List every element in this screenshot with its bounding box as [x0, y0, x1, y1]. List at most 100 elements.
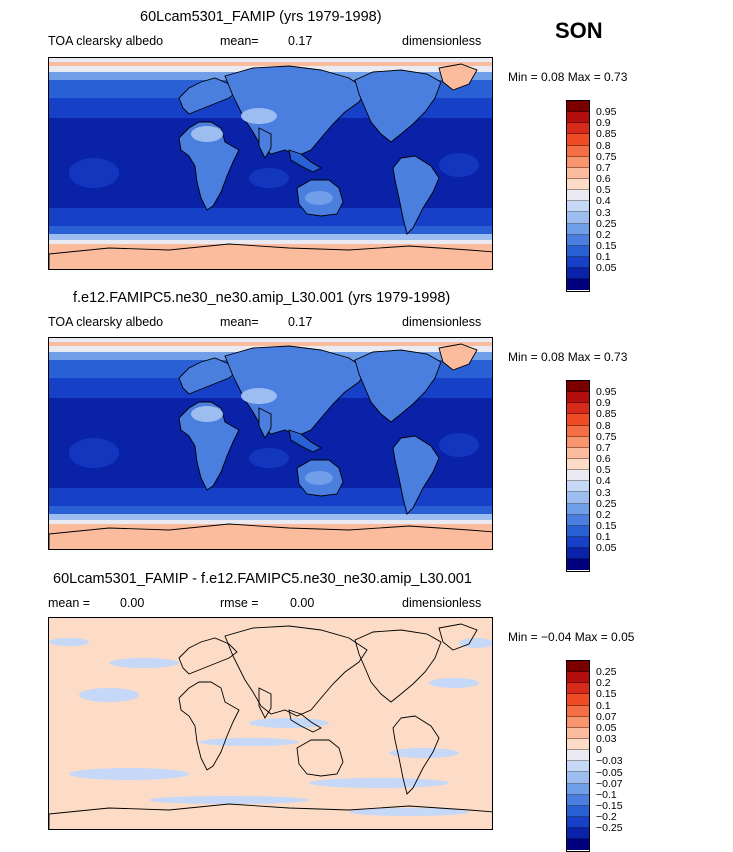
- coastline-seasia: [288, 429, 322, 453]
- latitude-band: [49, 488, 492, 506]
- colorbar-swatch: [567, 828, 589, 840]
- colorbar-swatch: [567, 683, 589, 695]
- colorbar-swatch: [567, 223, 589, 235]
- coastline-namer: [354, 69, 442, 143]
- panel-1-title: 60Lcam5301_FAMIP (yrs 1979-1998): [140, 9, 382, 25]
- panel-2-mean-label: mean=: [220, 315, 259, 329]
- latitude-band: [49, 514, 492, 520]
- colorbar-swatch: [567, 738, 589, 751]
- colorbar-tick-label: 0.5: [596, 464, 611, 477]
- colorbar-swatch: [567, 761, 589, 773]
- coastline-greenl: [438, 623, 478, 651]
- coastline-africa: [178, 121, 240, 211]
- colorbar-swatch: [567, 381, 589, 393]
- coastline-samer: [392, 435, 440, 515]
- colorbar-swatch: [567, 212, 589, 224]
- panel-1-mean-value: 0.17: [288, 34, 313, 48]
- colorbar-swatch: [567, 559, 589, 571]
- coastline-namer: [354, 349, 442, 423]
- colorbar-tick-label: 0.15: [596, 519, 617, 532]
- colorbar-swatch: [567, 112, 589, 124]
- colorbar-swatch: [567, 536, 589, 549]
- negative-anomaly-patch: [109, 658, 179, 668]
- coastline-antarc: [49, 243, 492, 269]
- colorbar-swatch: [567, 145, 589, 157]
- colorbar-swatch: [567, 805, 589, 817]
- panel-3-mean-label: mean =: [48, 596, 91, 610]
- negative-anomaly-patch: [249, 718, 329, 728]
- colorbar-swatch: [567, 772, 589, 784]
- colorbar-swatch: [567, 492, 589, 504]
- colorbar-swatch: [567, 123, 589, 135]
- colorbar-tick-label: −0.25: [596, 822, 623, 835]
- colorbar-tick-label: 0.15: [596, 688, 617, 701]
- colorbar-tick-label: 0.9: [596, 397, 611, 410]
- coastline-austr: [296, 739, 344, 777]
- colorbar-tick-label: 0.15: [596, 239, 617, 252]
- colorbar-tick-label: 0.75: [596, 150, 617, 163]
- colorbar-swatch: [567, 548, 589, 560]
- colorbar-tick-label: −0.15: [596, 799, 623, 812]
- panel-3-title: 60Lcam5301_FAMIP - f.e12.FAMIPC5.ne30_ne…: [53, 571, 472, 587]
- colorbar-tick-label: 0.7: [596, 441, 611, 454]
- colorbar-swatch: [567, 503, 589, 515]
- latitude-band: [49, 506, 492, 514]
- coastline-europe: [178, 637, 238, 675]
- colorbar-swatch: [567, 470, 589, 482]
- colorbar-tick-label: 0: [596, 744, 602, 757]
- colorbar-swatch: [567, 156, 589, 168]
- colorbar-tick-label: 0.25: [596, 497, 617, 510]
- colorbar-tick-label: 0.1: [596, 699, 611, 712]
- panel-2-colorbar: [566, 380, 590, 572]
- negative-anomaly-patch: [69, 768, 189, 780]
- australia-interior-patch: [305, 471, 333, 485]
- negative-anomaly-patch: [49, 638, 89, 646]
- ocean-patch: [439, 433, 479, 457]
- colorbar-swatch: [567, 234, 589, 246]
- panel-3-mean-value: 0.00: [120, 596, 145, 610]
- panel-3-rmse-label: rmse =: [220, 596, 259, 610]
- coastline-africa: [178, 681, 240, 771]
- colorbar-tick-label: 0.95: [596, 106, 617, 119]
- panel-1-colorbar: [566, 100, 590, 292]
- colorbar-tick-label: 0.9: [596, 117, 611, 130]
- negative-anomaly-patch: [199, 738, 299, 746]
- panel-1-variable: TOA clearsky albedo: [48, 34, 164, 48]
- colorbar-tick-label: 0.05: [596, 262, 617, 275]
- negative-anomaly-patch: [389, 748, 459, 758]
- sahara-patch: [191, 406, 223, 422]
- colorbar-tick-label: 0.85: [596, 128, 617, 141]
- colorbar-tick-label: 0.4: [596, 195, 611, 208]
- negative-anomaly-patch: [429, 678, 479, 688]
- colorbar-swatch: [567, 256, 589, 269]
- coastline-seasia: [288, 709, 322, 733]
- central-asia-patch: [241, 388, 277, 404]
- colorbar-swatch: [567, 750, 589, 762]
- colorbar-swatch: [567, 525, 589, 537]
- colorbar-tick-label: 0.03: [596, 733, 617, 746]
- ocean-patch: [69, 438, 119, 468]
- colorbar-swatch: [567, 414, 589, 426]
- panel-3-colorbar: [566, 660, 590, 852]
- latitude-band: [49, 208, 492, 226]
- colorbar-tick-label: 0.2: [596, 228, 611, 241]
- ocean-patch: [249, 448, 289, 468]
- colorbar-swatch: [567, 101, 589, 113]
- colorbar-swatch: [567, 514, 589, 526]
- panel-2-title: f.e12.FAMIPC5.ne30_ne30.amip_L30.001 (yr…: [73, 290, 451, 306]
- colorbar-tick-label: 0.1: [596, 531, 611, 544]
- arctic-band: [49, 338, 492, 342]
- panel-3-rmse-value: 0.00: [290, 596, 315, 610]
- colorbar-swatch: [567, 783, 589, 795]
- negative-anomaly-patch: [149, 796, 309, 804]
- coastline-greenl: [438, 63, 478, 91]
- negative-anomaly-patch: [79, 688, 139, 702]
- colorbar-tick-label: −0.1: [596, 788, 617, 801]
- colorbar-swatch: [567, 167, 589, 179]
- sahara-patch: [191, 126, 223, 142]
- colorbar-swatch: [567, 403, 589, 415]
- colorbar-swatch: [567, 661, 589, 673]
- coastline-antarc: [49, 803, 492, 829]
- negative-anomaly-patch: [459, 638, 492, 648]
- colorbar-tick-label: 0.07: [596, 710, 617, 723]
